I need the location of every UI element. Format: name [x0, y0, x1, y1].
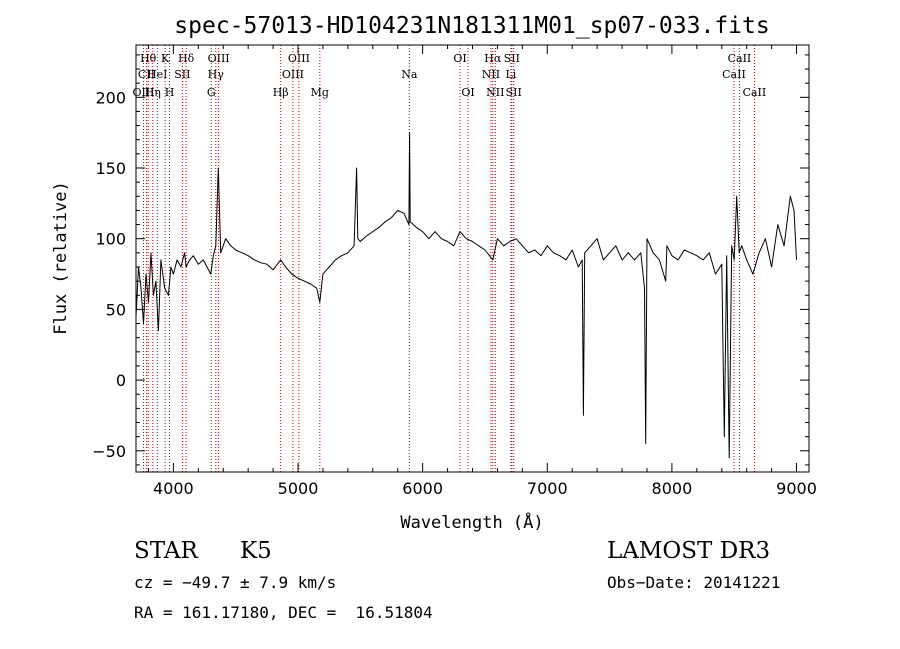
spectral-subclass: K5	[240, 538, 272, 564]
object-type: STAR	[134, 538, 198, 564]
spectral-line-label-23: Li	[505, 68, 516, 81]
chart-title: spec-57013-HD104231N181311M01_sp07-033.f…	[174, 13, 769, 39]
x-tick-label-1: 5000	[278, 479, 319, 498]
spectral-line-label-13: OIII	[282, 68, 304, 81]
x-tick-label-2: 6000	[402, 479, 443, 498]
x-axis-label: Wavelength (Å)	[400, 511, 543, 533]
spectral-line-label-21: NII	[486, 86, 504, 99]
y-tick-label-5: 200	[95, 88, 126, 107]
plot-frame	[135, 44, 810, 473]
spectrum-chart: spec-57013-HD104231N181311M01_sp07-033.f…	[51, 13, 817, 533]
spectral-line-label-14: Hβ	[273, 86, 289, 99]
y-tick-label-0: −50	[92, 442, 126, 461]
redshift-cz: cz = −49.7 ± 7.9 km/s	[134, 573, 337, 592]
spectral-line-label-8: SII	[174, 68, 190, 81]
spectral-line-label-27: CaII	[743, 86, 767, 99]
x-tick-label-4: 8000	[652, 479, 693, 498]
x-tick-label-0: 4000	[153, 479, 194, 498]
spectral-line-label-1: CII	[138, 68, 155, 81]
y-tick-label-1: 0	[116, 371, 126, 390]
spectral-line-label-7: Hδ	[178, 52, 195, 65]
x-tick-label-5: 9000	[776, 479, 817, 498]
x-axis: 4000 5000 6000 7000 8000 9000	[147, 45, 817, 498]
spectrum-line	[135, 132, 797, 459]
spectral-line-label-4: HeI	[147, 68, 167, 81]
y-tick-label-4: 150	[95, 159, 126, 178]
spectral-line-label-12: OIII	[288, 52, 310, 65]
survey-name: LAMOST DR3	[607, 538, 771, 564]
spectral-line-label-20: NII	[482, 68, 500, 81]
y-tick-label-3: 100	[95, 230, 126, 249]
spectral-line-label-24: SII	[506, 86, 522, 99]
spectral-line-label-25: CaII	[728, 52, 752, 65]
spectral-line-label-19: Hα	[484, 52, 502, 65]
spectral-line-label-16: Na	[401, 68, 418, 81]
spectral-line-label-18: OI	[461, 86, 474, 99]
spectral-line-label-15: Mg	[311, 86, 329, 99]
spectral-line-label-10: Hγ	[208, 68, 225, 81]
spectral-line-label-3: Hη	[145, 86, 161, 99]
y-axis: −50 0 50 100 150 200	[92, 54, 809, 466]
x-tick-label-3: 7000	[527, 479, 568, 498]
coordinates: RA = 161.17180, DEC = 16.51804	[134, 603, 433, 622]
spectral-line-label-11: G	[207, 86, 216, 99]
spectral-line-label-2: OIII	[132, 86, 154, 99]
spectral-line-label-9: OIII	[208, 52, 230, 65]
spectral-line-label-0: Hθ	[140, 52, 157, 65]
spectral-line-label-6: H	[165, 86, 175, 99]
spectral-line-label-5: K	[161, 52, 170, 65]
observation-date: Obs−Date: 20141221	[607, 573, 781, 592]
spectral-line-label-26: CaII	[722, 68, 746, 81]
spectral-line-label-17: OI	[453, 52, 466, 65]
spectral-line-label-22: SII	[504, 52, 520, 65]
y-axis-label: Flux (relative)	[51, 181, 71, 335]
y-tick-label-2: 50	[106, 300, 126, 319]
